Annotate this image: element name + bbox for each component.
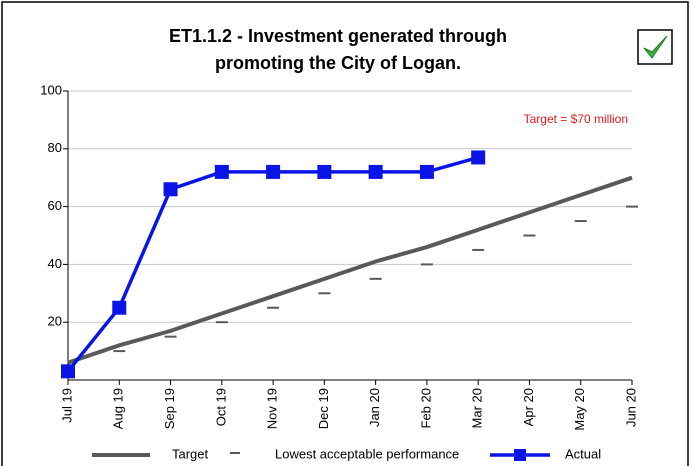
x-tick-label: Jun 20 <box>623 388 638 427</box>
x-tick-label: Aug 19 <box>111 388 126 429</box>
status-icon <box>637 29 673 65</box>
x-tick-label: Apr 20 <box>521 388 536 426</box>
y-tick-label: 40 <box>48 256 62 271</box>
y-tick-label: 100 <box>40 82 62 97</box>
y-tick-label: 20 <box>48 314 62 329</box>
actual-marker <box>471 150 486 165</box>
y-tick-label: 80 <box>48 140 62 155</box>
actual-marker <box>61 364 75 379</box>
x-tick-label: Nov 19 <box>265 388 280 429</box>
x-tick-label: Jan 20 <box>367 388 382 427</box>
chart-title: ET1.1.2 - Investment generated through <box>169 26 507 46</box>
x-tick-label: Mar 20 <box>470 388 485 428</box>
actual-marker <box>419 164 434 179</box>
chart-title: promoting the City of Logan. <box>215 53 461 73</box>
x-tick-label: Feb 20 <box>418 388 433 428</box>
legend-label: Target <box>172 446 209 461</box>
actual-marker <box>266 164 281 179</box>
target-line <box>67 175 633 365</box>
actual-marker <box>163 182 178 197</box>
x-tick-label: Sep 19 <box>162 388 177 429</box>
actual-marker <box>368 164 383 179</box>
y-tick-label: 60 <box>48 198 62 213</box>
x-tick-label: Dec 19 <box>316 388 331 429</box>
actual-marker <box>214 164 229 179</box>
annotation: Target = $70 million <box>524 112 628 126</box>
legend-swatch <box>514 449 526 461</box>
legend-label: Lowest acceptable performance <box>275 446 459 461</box>
x-tick-label: May 20 <box>572 388 587 431</box>
actual-marker <box>317 164 332 179</box>
legend-label: Actual <box>565 446 601 461</box>
actual-marker <box>112 300 127 315</box>
x-tick-label: Oct 19 <box>213 388 228 426</box>
x-tick-label: Jul 19 <box>59 388 74 423</box>
